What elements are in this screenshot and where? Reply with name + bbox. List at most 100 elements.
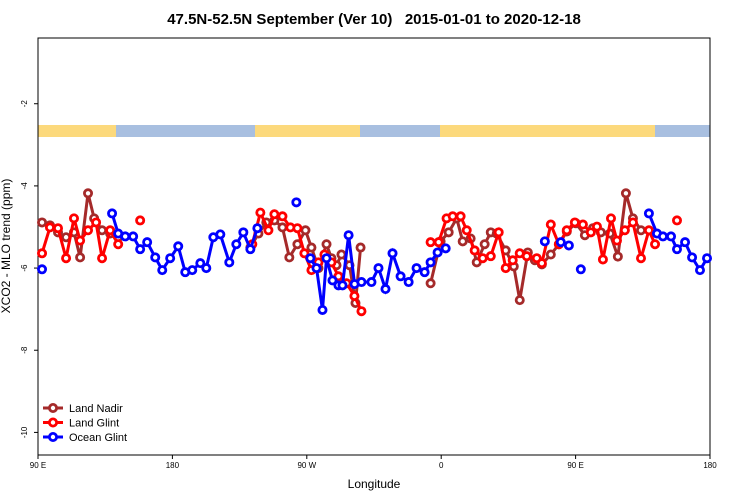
land-band [255,125,360,137]
point [380,284,391,295]
point [299,248,310,259]
point [238,227,249,238]
point [636,253,647,264]
point [311,263,322,274]
point [337,280,348,291]
point [425,278,436,289]
point [443,227,454,238]
point [657,231,668,242]
point [411,263,422,274]
point [317,304,328,315]
point [343,230,354,241]
point [447,211,458,222]
point [432,247,443,258]
point [366,277,377,288]
legend-label: Ocean Glint [69,432,127,444]
point [321,253,332,264]
point [485,251,496,262]
y-tick-label: -10 [20,426,29,438]
point [555,237,566,248]
point [300,225,311,236]
point [395,271,406,282]
point [461,225,472,236]
point [252,223,263,234]
point [536,258,547,269]
legend-marker [48,417,59,428]
land-band [440,125,655,137]
point [37,264,48,275]
point [479,239,490,250]
point [68,213,79,224]
point [539,236,550,247]
point [120,231,131,242]
point [245,244,256,255]
point [97,253,108,264]
x-tick-label: 90 E [30,461,46,470]
point [403,277,414,288]
point [224,257,235,268]
land-ocean-map [38,125,710,137]
point [327,275,338,286]
point [105,225,116,236]
point [263,225,274,236]
y-tick-label: -6 [20,264,29,272]
point [356,277,367,288]
point [97,225,108,236]
point [425,257,436,268]
point [563,240,574,251]
point [107,208,118,219]
point [150,252,161,263]
point [305,253,316,264]
point [321,239,332,250]
chart-title: 47.5N-52.5N September (Ver 10) 2015-01-0… [167,11,581,28]
y-tick-label: -2 [20,100,29,108]
point [666,231,677,242]
point [612,251,623,262]
point [61,232,72,243]
point [636,225,647,236]
point [75,235,86,246]
point [469,245,480,256]
point [455,211,466,222]
x-tick-label: 180 [703,461,717,470]
point [91,217,102,228]
point [135,244,146,255]
x-tick-label: 0 [439,461,444,470]
point [306,242,317,253]
point [83,188,94,199]
point [255,207,266,218]
point [291,197,302,208]
point [577,219,588,230]
point [157,265,168,276]
point [83,225,94,236]
legend-marker [48,402,59,413]
point [500,263,511,274]
point [440,243,451,254]
point [277,211,288,222]
point [493,227,504,238]
point [591,221,602,232]
point [425,237,436,248]
point [355,242,366,253]
point [585,227,596,238]
point [277,222,288,233]
y-tick-label: -4 [20,182,29,190]
x-axis-label: Longitude [348,477,401,491]
land-band [38,125,116,137]
point [75,252,86,263]
point [521,251,532,262]
point [44,222,55,233]
point [113,239,124,250]
point [611,235,622,246]
point [575,264,586,275]
point [37,248,48,259]
point [336,249,347,260]
point [627,217,638,228]
x-tick-label: 90 E [567,461,583,470]
point [477,253,488,264]
point [671,244,682,255]
point [269,209,280,220]
point [680,237,691,248]
point [53,223,64,234]
point [373,263,384,274]
